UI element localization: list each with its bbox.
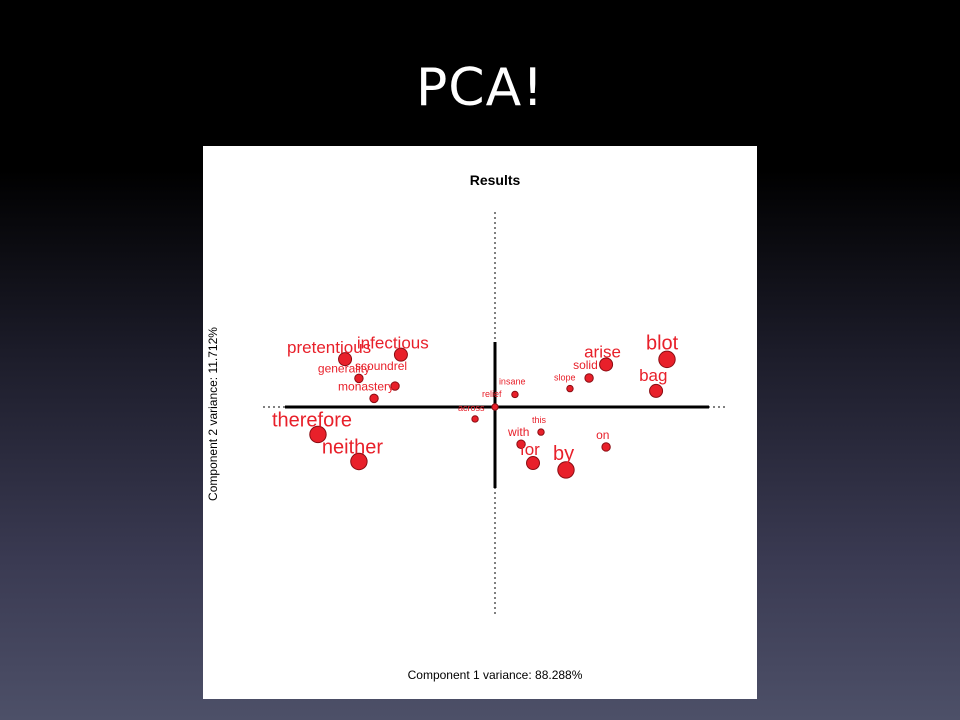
data-point-across: across: [458, 403, 485, 423]
data-point-label: infectious: [357, 334, 429, 353]
chart-panel: Results Component 1 variance: 88.288% Co…: [203, 146, 757, 699]
data-point-for: for: [520, 440, 541, 471]
data-point-scoundrel: scoundrel: [355, 359, 407, 391]
data-point-label: slope: [554, 373, 576, 383]
data-point-label: scoundrel: [355, 359, 407, 373]
data-point-label: generality: [318, 361, 370, 375]
data-point-neither: neither: [322, 436, 383, 471]
data-point-monastery: monastery: [338, 379, 394, 404]
data-point-marker: [390, 381, 400, 391]
data-point-label: monastery: [338, 379, 394, 393]
data-point-marker: [354, 373, 364, 384]
data-point-relief: relief: [482, 389, 502, 411]
data-point-blot: blot: [646, 332, 679, 369]
data-point-label: relief: [482, 389, 502, 399]
data-point-marker: [369, 393, 379, 404]
data-point-marker: [537, 428, 545, 436]
data-point-marker: [338, 352, 353, 367]
data-point-label: solid: [573, 358, 598, 372]
data-point-marker: [557, 461, 575, 479]
data-point-slope: slope: [554, 373, 576, 393]
data-point-label: on: [596, 428, 609, 442]
slide-title: PCA!: [415, 58, 545, 118]
data-point-marker: [526, 456, 541, 471]
data-point-this: this: [532, 415, 547, 436]
data-point-pretentious: pretentious: [287, 338, 371, 367]
chart-title: Results: [470, 172, 521, 188]
data-point-marker: [601, 442, 611, 452]
data-point-label: therefore: [272, 409, 352, 431]
data-point-label: for: [520, 440, 540, 459]
data-point-therefore: therefore: [272, 409, 352, 444]
data-point-marker: [309, 425, 327, 444]
data-point-label: insane: [499, 376, 526, 386]
data-point-marker: [491, 403, 499, 411]
data-point-label: blot: [646, 332, 679, 354]
data-point-label: bag: [639, 366, 667, 385]
data-point-on: on: [596, 428, 611, 452]
data-point-generality: generality: [318, 361, 370, 384]
data-point-marker: [350, 452, 368, 471]
data-point-insane: insane: [499, 376, 526, 399]
y-axis-label: Component 2 variance: 11.712%: [206, 327, 220, 501]
data-point-bag: bag: [639, 366, 667, 398]
data-point-label: pretentious: [287, 338, 371, 357]
data-point-marker: [566, 384, 574, 393]
data-point-marker: [516, 439, 526, 449]
data-point-arise: arise: [584, 342, 621, 372]
data-point-label: by: [553, 443, 574, 465]
data-point-infectious: infectious: [357, 334, 429, 362]
data-point-solid: solid: [573, 358, 598, 383]
data-point-marker: [584, 373, 594, 383]
data-point-label: with: [507, 425, 529, 439]
data-point-label: neither: [322, 436, 383, 458]
data-point-marker: [471, 415, 479, 423]
data-point-marker: [658, 350, 676, 369]
data-point-marker: [649, 383, 664, 398]
data-point-marker: [511, 390, 519, 399]
data-point-label: across: [458, 403, 485, 413]
x-axis-label: Component 1 variance: 88.288%: [408, 668, 583, 682]
data-point-label: arise: [584, 342, 621, 361]
data-point-marker: [393, 347, 408, 362]
data-point-with: with: [507, 425, 529, 449]
data-point-marker: [599, 357, 614, 372]
data-point-by: by: [553, 443, 575, 479]
data-point-label: this: [532, 415, 547, 425]
pca-scatter-chart: Results Component 1 variance: 88.288% Co…: [206, 172, 727, 682]
